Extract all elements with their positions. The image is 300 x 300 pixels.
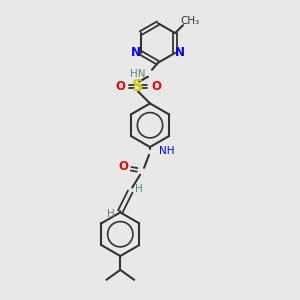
Text: O: O: [118, 160, 128, 173]
Text: CH₃: CH₃: [180, 16, 200, 26]
Text: H: H: [107, 209, 115, 219]
Text: NH: NH: [159, 146, 174, 156]
Text: HN: HN: [130, 69, 145, 79]
Text: N: N: [175, 46, 185, 59]
Text: N: N: [131, 46, 141, 59]
Text: H: H: [135, 184, 143, 194]
Text: S: S: [132, 79, 144, 94]
Text: O: O: [115, 80, 125, 93]
Text: O: O: [151, 80, 161, 93]
